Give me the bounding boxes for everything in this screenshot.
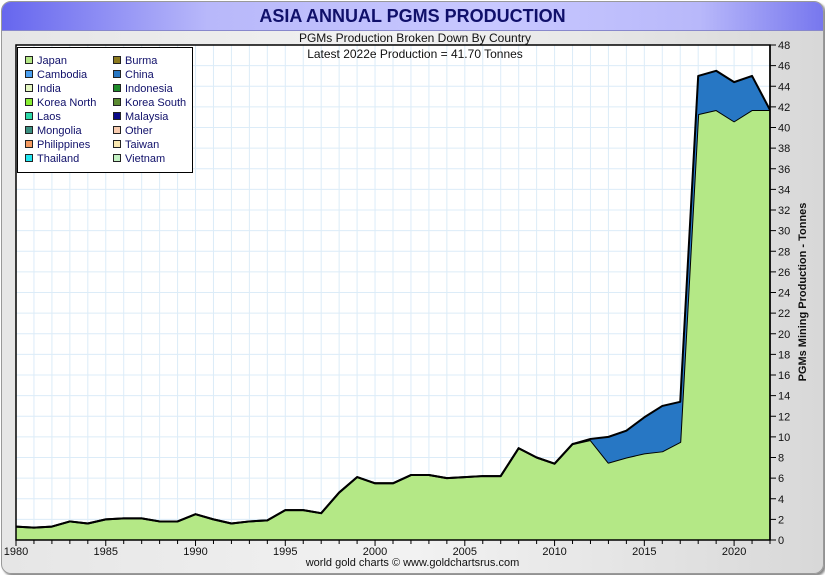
y-tick-label: 32 bbox=[778, 205, 790, 217]
x-tick-label: 2010 bbox=[542, 546, 566, 558]
y-tick-label: 28 bbox=[778, 246, 790, 258]
y-tick-label: 0 bbox=[778, 535, 784, 547]
y-tick-label: 44 bbox=[778, 81, 790, 93]
legend-label: Laos bbox=[37, 111, 61, 123]
x-tick-label: 2020 bbox=[722, 546, 746, 558]
y-tick-label: 18 bbox=[778, 349, 790, 361]
legend-item: Indonesia bbox=[113, 83, 174, 95]
legend-item: Taiwan bbox=[113, 139, 159, 151]
legend-item: China bbox=[113, 69, 155, 81]
legend-item: Cambodia bbox=[25, 69, 88, 81]
legend-label: Taiwan bbox=[125, 139, 159, 151]
legend-swatch bbox=[113, 154, 121, 162]
title-bar: ASIA ANNUAL PGMS PRODUCTION bbox=[2, 2, 823, 31]
legend-item: Laos bbox=[25, 111, 61, 123]
legend-item: Mongolia bbox=[25, 125, 83, 137]
legend-label: India bbox=[37, 83, 62, 95]
legend-item: Korea South bbox=[113, 97, 186, 109]
chart-title: ASIA ANNUAL PGMS PRODUCTION bbox=[259, 6, 566, 26]
y-tick-label: 48 bbox=[778, 40, 790, 52]
y-tick-label: 16 bbox=[778, 370, 790, 382]
y-tick-label: 38 bbox=[778, 143, 790, 155]
y-tick-label: 42 bbox=[778, 102, 790, 114]
legend-swatch bbox=[113, 126, 121, 134]
y-tick-label: 36 bbox=[778, 164, 790, 176]
legend-swatch bbox=[113, 98, 121, 106]
legend-label: Burma bbox=[125, 55, 158, 67]
x-tick-label: 2000 bbox=[363, 546, 387, 558]
y-tick-label: 8 bbox=[778, 453, 784, 465]
y-tick-label: 6 bbox=[778, 473, 784, 485]
x-tick-label: 2015 bbox=[632, 546, 656, 558]
legend-label: Philippines bbox=[37, 139, 91, 151]
legend-label: Korea North bbox=[37, 97, 96, 109]
legend-swatch bbox=[113, 112, 121, 120]
legend-item: Japan bbox=[25, 55, 67, 67]
chart-footer: world gold charts © www.goldchartsrus.co… bbox=[305, 557, 520, 569]
chart-subtitle: PGMs Production Broken Down By Country bbox=[298, 31, 532, 45]
x-tick-label: 2005 bbox=[453, 546, 477, 558]
legend-item: Vietnam bbox=[113, 153, 165, 165]
y-tick-label: 26 bbox=[778, 267, 790, 279]
legend-swatch bbox=[25, 126, 33, 134]
legend-swatch bbox=[25, 154, 33, 162]
legend-swatch bbox=[113, 56, 121, 64]
legend-label: China bbox=[125, 69, 155, 81]
chart-annotation: Latest 2022e Production = 41.70 Tonnes bbox=[307, 47, 523, 61]
legend-box bbox=[17, 47, 193, 173]
x-tick-label: 1980 bbox=[4, 546, 28, 558]
legend-swatch bbox=[113, 70, 121, 78]
legend-swatch bbox=[113, 140, 121, 148]
legend-label: Cambodia bbox=[37, 69, 88, 81]
y-tick-label: 40 bbox=[778, 123, 790, 135]
legend-swatch bbox=[25, 70, 33, 78]
y-tick-label: 22 bbox=[778, 308, 790, 320]
legend-swatch bbox=[113, 84, 121, 92]
legend-label: Indonesia bbox=[125, 83, 174, 95]
x-tick-label: 1995 bbox=[273, 546, 297, 558]
area-outline-china bbox=[15, 69, 771, 529]
legend-item: Philippines bbox=[25, 139, 91, 151]
y-tick-label: 24 bbox=[778, 288, 790, 300]
area-japan bbox=[16, 109, 770, 540]
legend-item: Other bbox=[113, 125, 153, 137]
legend-item: Malaysia bbox=[113, 111, 169, 123]
y-tick-label: 46 bbox=[778, 61, 790, 73]
legend-swatch bbox=[25, 56, 33, 64]
legend-swatch bbox=[25, 140, 33, 148]
legend-item: India bbox=[25, 83, 62, 95]
y-tick-label: 20 bbox=[778, 329, 790, 341]
x-tick-label: 1990 bbox=[183, 546, 207, 558]
y-tick-label: 14 bbox=[778, 391, 790, 403]
legend-label: Japan bbox=[37, 55, 67, 67]
legend-label: Korea South bbox=[125, 97, 186, 109]
legend-item: Burma bbox=[113, 55, 158, 67]
legend-label: Other bbox=[125, 125, 153, 137]
legend-label: Vietnam bbox=[125, 153, 165, 165]
legend-swatch bbox=[25, 84, 33, 92]
legend-item: Korea North bbox=[25, 97, 96, 109]
legend-item: Thailand bbox=[25, 153, 79, 165]
x-tick-label: 1985 bbox=[94, 546, 118, 558]
y-tick-label: 34 bbox=[778, 184, 790, 196]
legend-label: Thailand bbox=[37, 153, 79, 165]
y-tick-label: 2 bbox=[778, 514, 784, 526]
legend-label: Mongolia bbox=[37, 125, 83, 137]
y-tick-label: 12 bbox=[778, 411, 790, 423]
legend-swatch bbox=[25, 112, 33, 120]
legend-swatch bbox=[25, 98, 33, 106]
y-axis-title: PGMs Mining Production - Tonnes bbox=[797, 203, 809, 382]
y-tick-label: 10 bbox=[778, 432, 790, 444]
legend: Japan Burma Cambodia China India Indonesia Kor… bbox=[17, 47, 193, 173]
y-tick-label: 4 bbox=[778, 494, 784, 506]
legend-label: Malaysia bbox=[125, 111, 169, 123]
y-tick-label: 30 bbox=[778, 226, 790, 238]
